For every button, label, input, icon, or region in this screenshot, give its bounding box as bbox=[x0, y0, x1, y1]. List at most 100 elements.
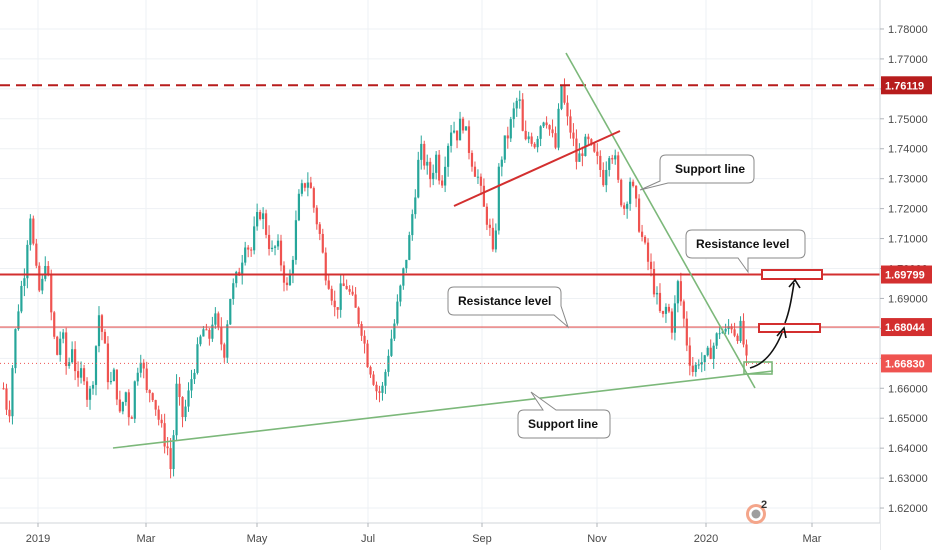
candle-body bbox=[223, 344, 226, 358]
resistance-level-callout-mid[interactable]: Resistance level bbox=[447, 286, 570, 329]
candle-body bbox=[494, 230, 497, 250]
candle-body bbox=[351, 291, 354, 295]
y-tick-label: 1.66000 bbox=[888, 383, 928, 395]
candle-body bbox=[184, 406, 187, 418]
candle-body bbox=[467, 126, 471, 153]
y-tick-label: 1.71000 bbox=[888, 234, 928, 246]
candle-body bbox=[444, 166, 447, 186]
candle-body bbox=[473, 166, 477, 177]
candle-body bbox=[384, 371, 387, 386]
candle-body bbox=[62, 332, 65, 339]
candle-body bbox=[360, 323, 363, 336]
price-tag[interactable]: 1.69799 bbox=[881, 265, 932, 284]
support-line-callout-bottom[interactable]: Support line bbox=[517, 391, 611, 439]
candle-body bbox=[649, 261, 653, 270]
time-axis[interactable]: 2019 Mar May Jul Sep Nov 2020 Mar bbox=[26, 523, 822, 545]
y-tick-label: 1.62000 bbox=[888, 503, 928, 515]
candle-body bbox=[291, 259, 295, 274]
candle-body bbox=[285, 282, 289, 286]
candle-body bbox=[175, 383, 178, 436]
candle-body bbox=[267, 234, 271, 250]
chart-logo-icon[interactable]: 2 bbox=[746, 499, 767, 524]
green-highlight-box[interactable] bbox=[743, 361, 773, 375]
y-tick-label: 1.74000 bbox=[888, 144, 928, 156]
candle-body bbox=[452, 130, 456, 133]
candle-body bbox=[136, 372, 139, 382]
candle-body bbox=[548, 125, 551, 130]
candle-body bbox=[482, 185, 486, 207]
price-tag[interactable]: 1.68044 bbox=[881, 318, 932, 337]
candle-body bbox=[324, 252, 327, 281]
x-tick-label: Nov bbox=[587, 533, 607, 545]
candle-body bbox=[635, 185, 638, 199]
candle-body bbox=[208, 329, 211, 339]
candle-body bbox=[56, 336, 59, 355]
rising-red-line[interactable] bbox=[453, 130, 621, 207]
candle-body bbox=[518, 99, 521, 101]
candle-body bbox=[339, 283, 342, 310]
x-tick-label: Mar bbox=[803, 533, 822, 545]
candle-body bbox=[214, 313, 217, 325]
candle-body bbox=[273, 246, 277, 248]
candle-body bbox=[661, 310, 665, 314]
candle-body bbox=[679, 281, 682, 302]
candle-body bbox=[512, 108, 515, 120]
candle-body bbox=[276, 240, 280, 247]
candle-body bbox=[611, 158, 614, 160]
candle-body bbox=[533, 143, 536, 148]
price-tag[interactable]: 1.66830 bbox=[881, 354, 932, 373]
candle-body bbox=[8, 409, 11, 417]
candle-body bbox=[539, 126, 542, 139]
support-line-callout-top[interactable]: Support line bbox=[639, 154, 755, 191]
candle-body bbox=[35, 243, 38, 266]
candle-body bbox=[560, 85, 563, 109]
candle-body bbox=[85, 381, 89, 400]
long-support-line[interactable] bbox=[112, 370, 774, 449]
candle-body bbox=[399, 285, 402, 302]
candle-body bbox=[41, 278, 44, 291]
candle-body bbox=[554, 133, 557, 148]
candle-body bbox=[124, 392, 127, 403]
candle-body bbox=[551, 129, 554, 134]
candle-body bbox=[614, 155, 617, 160]
candle-body bbox=[253, 226, 256, 251]
x-tick-label: Mar bbox=[137, 533, 156, 545]
candle-body bbox=[157, 409, 160, 420]
target-box-upper[interactable] bbox=[761, 269, 823, 280]
candle-body bbox=[527, 136, 530, 140]
projection-arrow-lower bbox=[749, 332, 783, 369]
candle-body bbox=[736, 335, 739, 342]
candle-body bbox=[229, 298, 232, 325]
candle-body bbox=[432, 172, 435, 180]
price-tag-background bbox=[881, 76, 932, 95]
y-tick-label: 1.72000 bbox=[888, 204, 928, 216]
candle-body bbox=[491, 227, 494, 250]
resistance-level-callout-top[interactable]: Resistance level bbox=[685, 229, 806, 274]
candle-body bbox=[244, 247, 247, 263]
price-tag-background bbox=[881, 265, 932, 284]
candle-body bbox=[506, 135, 509, 139]
y-tick-label: 1.73000 bbox=[888, 174, 928, 186]
target-box-lower[interactable] bbox=[758, 323, 821, 333]
candle-body bbox=[509, 119, 512, 139]
candle-body bbox=[676, 281, 679, 304]
candle-body bbox=[115, 369, 118, 400]
candle-body bbox=[587, 136, 590, 140]
candle-body bbox=[542, 122, 545, 127]
price-tag[interactable]: 1.76119 bbox=[881, 76, 932, 95]
candle-body bbox=[563, 85, 566, 103]
candle-body bbox=[103, 331, 107, 344]
candle-body bbox=[712, 345, 715, 359]
candle-body bbox=[372, 374, 375, 385]
candle-body bbox=[154, 400, 157, 410]
candle-body bbox=[423, 143, 426, 166]
candle-body bbox=[82, 368, 86, 382]
candle-body bbox=[121, 402, 124, 412]
descending-line[interactable] bbox=[565, 52, 756, 389]
candle-body bbox=[47, 266, 50, 274]
candle-body bbox=[485, 206, 488, 225]
candle-body bbox=[682, 301, 685, 319]
candle-body bbox=[44, 266, 47, 279]
candle-body bbox=[632, 181, 635, 186]
